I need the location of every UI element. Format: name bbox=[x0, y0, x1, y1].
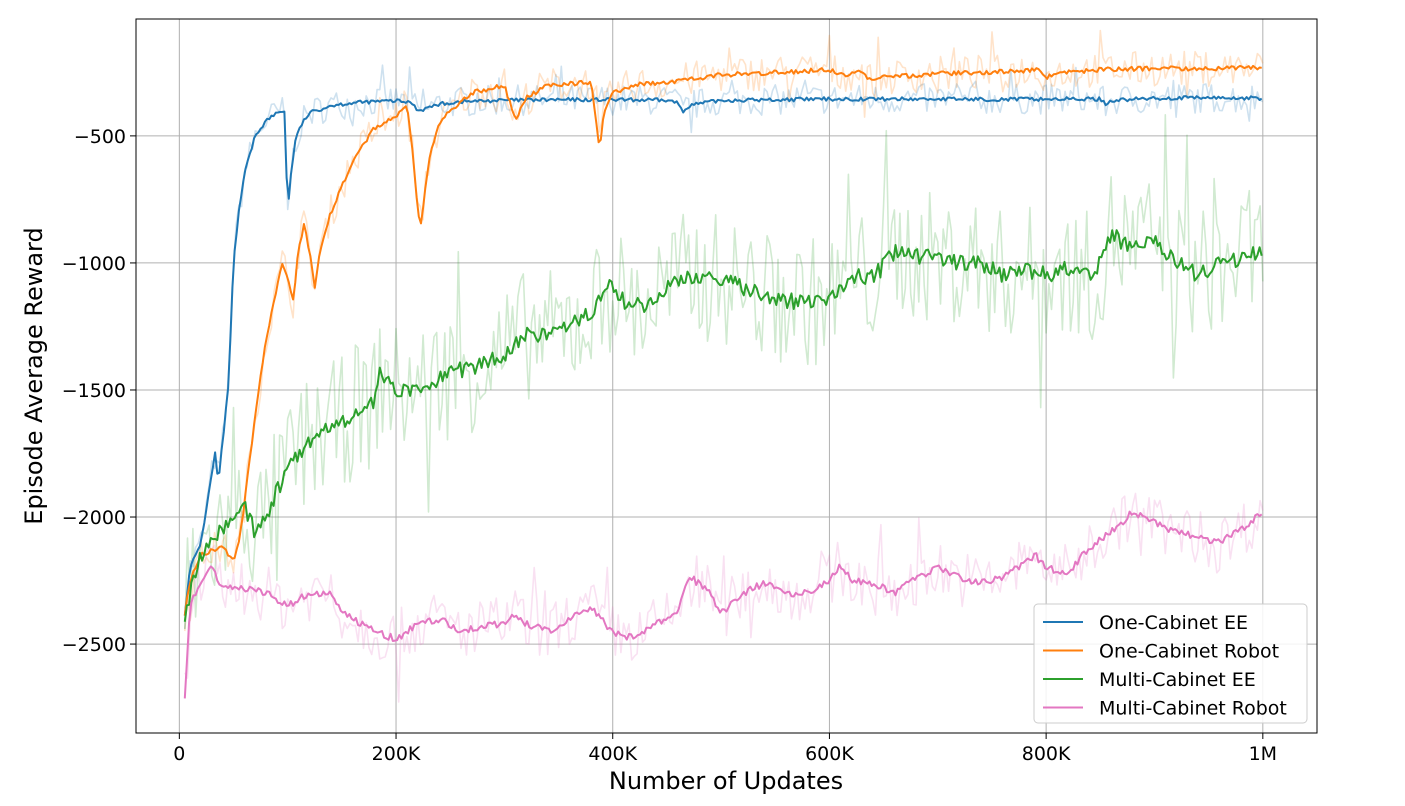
raw-series-multi-cabinet-robot bbox=[184, 492, 1264, 703]
legend-label-one-cabinet-robot: One-Cabinet Robot bbox=[1099, 641, 1279, 663]
series-line-multi-cabinet-ee bbox=[183, 229, 1263, 622]
raw-series-one-cabinet-robot bbox=[184, 29, 1264, 632]
y-tick-label: −1000 bbox=[62, 253, 126, 275]
plot-frame bbox=[135, 18, 1318, 734]
y-tick-label: −2000 bbox=[62, 507, 126, 529]
x-axis-label: Number of Updates bbox=[609, 767, 843, 795]
x-tick-label: 400K bbox=[588, 743, 637, 765]
legend-box bbox=[1033, 603, 1308, 724]
legend-label-one-cabinet-ee: One-Cabinet EE bbox=[1099, 612, 1248, 634]
x-axis: 0 200K 400K 600K 800K 1M bbox=[173, 733, 1277, 765]
y-tick-label: −500 bbox=[74, 126, 126, 148]
raw-series-one-cabinet-ee bbox=[184, 64, 1264, 629]
x-tick-label: 1M bbox=[1249, 743, 1277, 765]
y-tick-label: −1500 bbox=[62, 380, 126, 402]
series-line-one-cabinet-robot bbox=[183, 64, 1262, 616]
smoothed-series-layer bbox=[183, 64, 1263, 699]
x-tick-label: 600K bbox=[805, 743, 854, 765]
raw-series-layer bbox=[184, 29, 1264, 703]
series-line-one-cabinet-ee bbox=[183, 95, 1263, 616]
y-axis-label: Episode Average Reward bbox=[20, 227, 48, 524]
x-tick-label: 200K bbox=[372, 743, 421, 765]
legend-label-multi-cabinet-robot: Multi-Cabinet Robot bbox=[1099, 698, 1287, 720]
series-line-multi-cabinet-robot bbox=[183, 510, 1263, 699]
y-axis: −500 −1000 −1500 −2000 −2500 bbox=[62, 126, 136, 656]
x-tick-label: 0 bbox=[173, 743, 185, 765]
y-tick-label: −2500 bbox=[62, 634, 126, 656]
x-tick-label: 800K bbox=[1022, 743, 1071, 765]
legend: One-Cabinet EE One-Cabinet Robot Multi-Cab… bbox=[1033, 603, 1308, 724]
legend-label-multi-cabinet-ee: Multi-Cabinet EE bbox=[1099, 669, 1256, 691]
grid bbox=[136, 19, 1317, 733]
